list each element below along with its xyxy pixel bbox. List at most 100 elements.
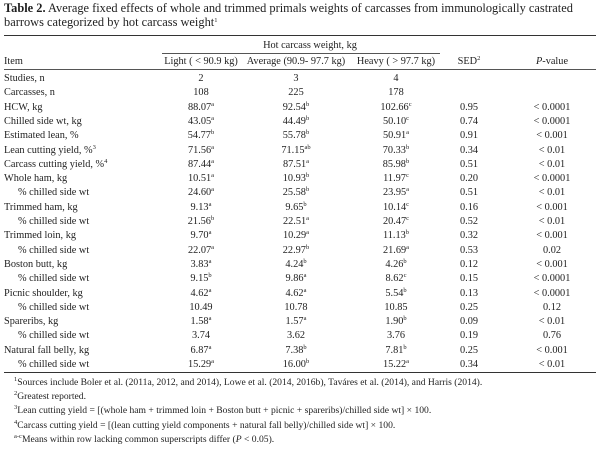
row-item-label: Whole ham, kg [4,172,67,185]
cell-avg: 55.78b [243,129,349,142]
cell-heavy: 10.85 [352,301,440,314]
cell-avg-value: 16.00 [282,359,306,370]
cell-pvalue-value: < 0.0001 [533,115,571,127]
cell-heavy: 102.66c [352,101,440,114]
cell-sed: 0.25 [448,301,490,314]
cell-heavy: 21.69a [352,244,440,257]
row-item-label: % chilled side wt [18,272,89,285]
cell-sed-value: 0.95 [459,101,479,113]
cell-sed: 0.91 [448,129,490,142]
cell-heavy-sup: a [406,186,410,194]
cell-avg: 225 [243,86,349,99]
row-item-text: Trimmed ham, kg [4,201,78,213]
cell-heavy-sup: c [408,100,412,108]
cell-avg: 10.93b [243,172,349,185]
footnote-text: Means within row lacking common superscr… [21,433,236,445]
cell-heavy-sup: c [405,172,409,180]
header-sed: SED2 [448,55,490,68]
cell-pvalue-value: < 0.001 [536,344,568,356]
row-item-sup: 3 [92,143,96,151]
cell-light-sup: b [210,129,215,137]
cell-light: 3.74 [162,329,240,342]
cell-pvalue: < 0.0001 [508,115,596,128]
header-sed-text: SED [457,56,478,67]
cell-pvalue: 0.02 [508,244,596,257]
footnote-mark: 1 [14,376,18,383]
cell-pvalue-value: 0.12 [542,301,562,313]
row-item-text: % chilled side wt [18,244,90,256]
cell-light-value: 9.70 [190,230,209,242]
cell-sed: 0.74 [448,115,490,128]
cell-heavy: 10.14c [352,201,440,214]
cell-avg-value: 71.15 [281,144,305,156]
cell-sed-value: 0.13 [459,287,479,299]
cell-avg-value: 10.29 [282,230,307,242]
cell-light-value: 9.15 [190,273,209,285]
cell-avg-sup: b [303,343,307,351]
cell-sed-value: 0.53 [459,244,479,256]
cell-light-value: 15.29 [187,359,212,370]
cell-avg-sup: ab [304,143,311,151]
cell-pvalue: < 0.001 [508,129,596,142]
cell-sed-value: 0.25 [459,301,479,313]
cell-light-value: 4.62 [190,287,209,299]
row-item-text: Spareribs, kg [4,316,59,328]
cell-sed: 0.95 [448,101,490,114]
cell-pvalue: < 0.0001 [508,101,596,114]
cell-light: 9.70a [162,229,240,242]
cell-heavy: 178 [352,86,440,99]
cell-heavy: 7.81b [352,344,440,357]
cell-light-value: 71.56 [187,144,212,156]
header-light: Light ( < 90.9 kg) [164,56,238,67]
cell-light-value: 9.13 [190,201,209,213]
cell-pvalue-value: 0.76 [542,330,562,342]
cell-heavy-value: 50.10 [382,115,407,127]
cell-sed: 0.52 [448,215,490,228]
cell-light: 43.05a [162,115,240,128]
cell-heavy-sup: a [406,243,410,251]
cell-avg-value: 225 [288,87,304,99]
cell-avg-sup: a [306,229,310,237]
cell-light-sup: a [211,358,215,365]
header-sed-sup: 2 [477,55,481,62]
footnote-text: Carcass cutting yield = [(lean cutting y… [17,419,396,431]
row-item-sup: 4 [104,157,108,165]
row-item-label: Estimated lean, % [4,129,79,142]
row-item-text: Carcass cutting yield, % [4,158,105,170]
cell-heavy: 11.97c [352,172,440,185]
header-group-rule [162,53,440,54]
cell-pvalue-value: < 0.0001 [533,101,571,113]
row-item-text: Lean cutting yield, % [4,144,93,156]
row-item-text: Carcasses, n [4,87,55,99]
cell-sed: 0.53 [448,244,490,257]
cell-pvalue-value: < 0.001 [536,130,568,142]
cell-sed-value: 0.09 [459,316,479,328]
cell-avg-sup: b [305,114,310,122]
footnote-text: Greatest reported. [17,391,86,403]
cell-heavy-sup: b [403,315,407,323]
cell-heavy-sup: c [406,215,410,222]
cell-pvalue-value: < 0.01 [538,187,566,199]
cell-avg-sup: b [303,257,307,265]
header-item: Item [4,56,23,67]
cell-light: 88.07a [162,101,240,114]
cell-light-sup: a [208,343,212,351]
cell-sed: 0.34 [448,358,490,371]
cell-light: 54.77b [162,129,240,142]
cell-light-value: 24.60 [187,187,212,199]
cell-sed-value: 0.20 [459,173,479,185]
cell-avg-sup: b [303,200,307,208]
row-item-text: Natural fall belly, kg [4,344,90,356]
cell-pvalue-value: < 0.0001 [533,173,571,185]
cell-heavy-value: 4.26 [385,258,404,270]
cell-avg-value: 3 [293,73,299,84]
cell-pvalue: < 0.01 [508,158,596,171]
cell-pvalue-value: < 0.0001 [533,287,571,299]
cell-pvalue: < 0.01 [508,186,596,199]
row-item-label: Carcasses, n [4,86,55,99]
row-item-text: Whole ham, kg [4,173,68,185]
cell-pvalue: < 0.0001 [508,172,596,185]
header-p-italic: P [535,56,543,67]
cell-pvalue: < 0.01 [508,358,596,371]
cell-light-sup: b [210,215,215,222]
